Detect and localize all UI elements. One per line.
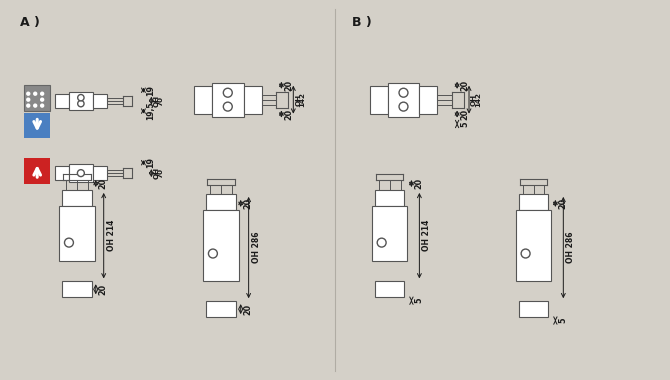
Text: 5: 5: [460, 121, 469, 127]
Bar: [370, 86, 388, 114]
Bar: [62, 190, 92, 206]
Text: 20: 20: [558, 198, 567, 209]
Text: 20: 20: [284, 109, 293, 120]
Bar: [24, 158, 50, 184]
Text: OH: OH: [153, 167, 159, 179]
Circle shape: [26, 103, 30, 108]
Bar: [212, 83, 244, 117]
Bar: [519, 301, 549, 317]
Text: 20: 20: [460, 109, 469, 120]
Bar: [69, 92, 92, 109]
Circle shape: [33, 103, 38, 108]
Text: OH: OH: [471, 93, 477, 106]
Text: 19: 19: [146, 85, 155, 96]
Bar: [69, 164, 92, 182]
Bar: [375, 190, 405, 206]
Bar: [24, 112, 50, 138]
Text: 5: 5: [558, 318, 567, 323]
Text: 20: 20: [98, 178, 108, 189]
Bar: [203, 210, 239, 281]
Circle shape: [223, 88, 232, 97]
Text: OH 286: OH 286: [566, 232, 576, 263]
Bar: [92, 94, 107, 108]
Bar: [375, 281, 405, 297]
Circle shape: [208, 249, 217, 258]
Bar: [194, 86, 212, 114]
Circle shape: [40, 103, 44, 108]
Bar: [244, 86, 261, 114]
Text: 70: 70: [157, 96, 163, 106]
Text: 20: 20: [244, 198, 253, 209]
Bar: [419, 86, 438, 114]
Circle shape: [64, 238, 74, 247]
Bar: [24, 85, 50, 111]
Text: A ): A ): [20, 16, 40, 29]
Text: OH: OH: [295, 93, 302, 106]
Text: OH 214: OH 214: [422, 220, 431, 251]
Bar: [62, 281, 92, 297]
Text: 19,5: 19,5: [146, 102, 155, 120]
Text: 19: 19: [146, 157, 155, 168]
Text: B ): B ): [352, 16, 372, 29]
Circle shape: [399, 88, 408, 97]
Circle shape: [33, 92, 38, 96]
Text: 20: 20: [415, 178, 423, 189]
Bar: [519, 194, 549, 210]
Text: OH: OH: [153, 95, 159, 107]
Text: 20: 20: [98, 284, 108, 295]
Text: 70: 70: [157, 168, 163, 178]
Circle shape: [377, 238, 386, 247]
Circle shape: [78, 95, 84, 101]
Text: 5: 5: [415, 298, 423, 304]
Bar: [92, 166, 107, 180]
Bar: [55, 94, 69, 108]
Bar: [516, 210, 551, 281]
Text: 20: 20: [244, 304, 253, 315]
Bar: [206, 194, 236, 210]
Bar: [372, 206, 407, 261]
Text: 142: 142: [475, 92, 481, 107]
Bar: [55, 166, 69, 180]
Circle shape: [521, 249, 530, 258]
Circle shape: [40, 92, 44, 96]
Text: OH 214: OH 214: [107, 220, 116, 251]
Circle shape: [223, 102, 232, 111]
Text: OH 286: OH 286: [252, 232, 261, 263]
Circle shape: [26, 98, 30, 102]
Text: 20: 20: [460, 80, 469, 91]
Circle shape: [26, 92, 30, 96]
Text: 20: 20: [284, 80, 293, 91]
Text: 142: 142: [299, 92, 306, 107]
Bar: [59, 206, 94, 261]
Circle shape: [40, 98, 44, 102]
Circle shape: [78, 100, 84, 107]
Bar: [388, 83, 419, 117]
Circle shape: [399, 102, 408, 111]
Circle shape: [78, 169, 84, 177]
Bar: [206, 301, 236, 317]
